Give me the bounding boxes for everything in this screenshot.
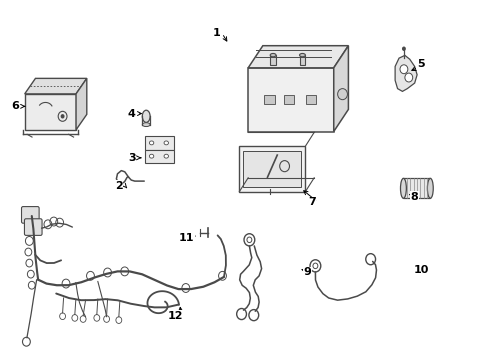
Ellipse shape <box>269 53 276 57</box>
Ellipse shape <box>164 141 168 145</box>
Text: 8: 8 <box>410 192 418 202</box>
Text: 10: 10 <box>413 265 428 275</box>
Text: 1: 1 <box>212 28 220 38</box>
Ellipse shape <box>400 178 406 198</box>
Text: 4: 4 <box>127 108 135 118</box>
Circle shape <box>337 89 346 100</box>
Polygon shape <box>247 46 347 68</box>
Polygon shape <box>145 136 173 149</box>
Circle shape <box>61 114 64 118</box>
Polygon shape <box>333 46 347 131</box>
Ellipse shape <box>299 53 305 57</box>
Circle shape <box>404 73 412 82</box>
Bar <box>269 55 275 65</box>
Polygon shape <box>394 55 416 91</box>
Circle shape <box>399 65 407 74</box>
Bar <box>403 178 429 198</box>
Ellipse shape <box>142 123 150 127</box>
Bar <box>283 95 294 104</box>
Text: 2: 2 <box>115 180 122 190</box>
Text: 11: 11 <box>179 233 194 243</box>
Text: 9: 9 <box>303 267 310 278</box>
Text: 12: 12 <box>167 311 183 321</box>
Bar <box>264 95 274 104</box>
Bar <box>24 94 76 130</box>
Text: 6: 6 <box>12 101 20 111</box>
Polygon shape <box>24 78 87 94</box>
Bar <box>243 150 301 187</box>
Text: 5: 5 <box>416 59 424 69</box>
Bar <box>305 95 316 104</box>
Bar <box>247 68 333 131</box>
Circle shape <box>401 46 405 51</box>
Polygon shape <box>145 149 173 163</box>
Bar <box>239 146 305 192</box>
Polygon shape <box>76 78 87 130</box>
Text: 3: 3 <box>128 153 136 163</box>
Bar <box>299 55 305 65</box>
Ellipse shape <box>142 110 150 122</box>
FancyBboxPatch shape <box>21 207 39 223</box>
Ellipse shape <box>149 141 153 145</box>
Ellipse shape <box>149 154 153 158</box>
Text: 7: 7 <box>307 197 315 207</box>
Ellipse shape <box>164 154 168 158</box>
Ellipse shape <box>427 178 432 198</box>
FancyBboxPatch shape <box>24 219 42 235</box>
